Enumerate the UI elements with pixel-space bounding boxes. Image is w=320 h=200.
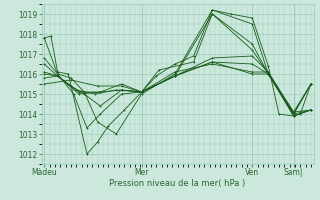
X-axis label: Pression niveau de la mer( hPa ): Pression niveau de la mer( hPa ) (109, 179, 246, 188)
